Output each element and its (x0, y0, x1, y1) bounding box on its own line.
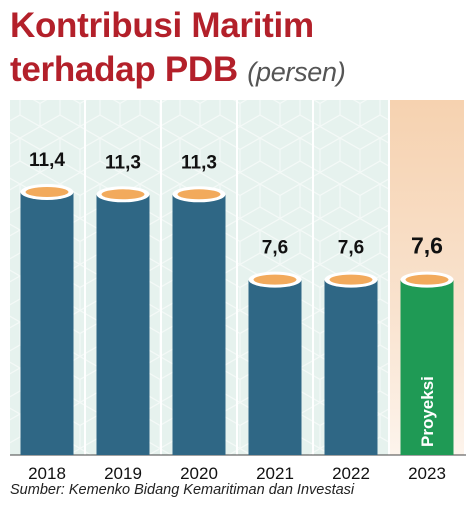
bar-top-2019 (101, 189, 145, 200)
value-label-2020: 11,3 (181, 152, 217, 173)
bar-top-2020 (177, 189, 221, 200)
bar-top-2018 (25, 187, 69, 197)
bar-2019 (96, 194, 150, 456)
bar-2022 (324, 279, 378, 455)
bar-marks: 11,4 2018 11,3 2019 11,3 2020 7,6 2021 7,6 2022 7,… (20, 150, 454, 483)
value-label-2023: 7,6 (411, 233, 443, 259)
bar-2021 (248, 279, 302, 455)
category-label-2020: 2020 (180, 464, 218, 483)
title-line-1: Kontribusi Maritim (10, 6, 314, 45)
bar-2018 (20, 192, 74, 455)
projection-label: Proyeksi (418, 376, 437, 447)
category-label-2023: 2023 (408, 464, 446, 483)
value-label-2021: 7,6 (262, 238, 288, 259)
bar-top-2022 (329, 274, 373, 285)
category-label-2021: 2021 (256, 464, 294, 483)
value-label-2019: 11,3 (105, 152, 141, 173)
bar-top-2021 (253, 274, 297, 285)
bar-top-2023 (405, 274, 449, 285)
bar-2020 (172, 194, 226, 456)
chart-title: Kontribusi Maritim terhadap PDB (persen) (10, 4, 346, 94)
title-unit: (persen) (247, 57, 346, 87)
category-label-2022: 2022 (332, 464, 370, 483)
source-note: Sumber: Kemenko Bidang Kemaritiman dan I… (10, 482, 355, 498)
category-label-2018: 2018 (28, 464, 66, 483)
value-label-2022: 7,6 (338, 238, 364, 259)
value-label-2018: 11,4 (29, 150, 65, 171)
category-label-2019: 2019 (104, 464, 142, 483)
column-backgrounds (10, 100, 464, 455)
bar-2023 (400, 279, 454, 455)
title-line-2: terhadap PDB (10, 50, 238, 89)
